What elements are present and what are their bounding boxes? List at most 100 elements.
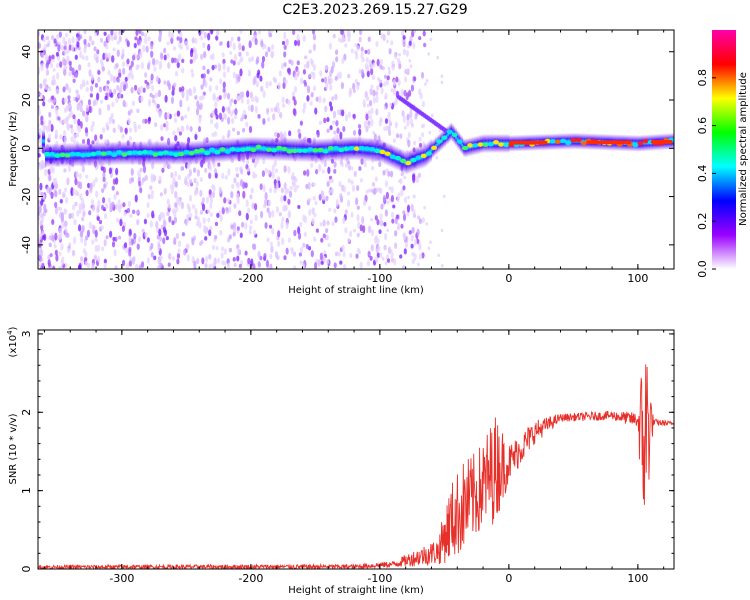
noise-speckle: [85, 189, 89, 197]
noise-speckle: [255, 80, 260, 88]
noise-speckle: [38, 261, 43, 268]
noise-speckle: [86, 229, 91, 238]
noise-speckle: [221, 52, 225, 58]
noise-speckle: [379, 119, 383, 123]
noise-speckle: [97, 76, 101, 83]
noise-speckle: [415, 175, 420, 184]
colorbar: 0.0 0.2 0.4 0.6 0.8 Normalized spectral ampl…: [696, 30, 749, 278]
noise-speckle: [402, 264, 406, 269]
noise-speckle: [176, 127, 180, 134]
noise-speckle: [143, 32, 148, 38]
noise-speckle: [180, 125, 184, 131]
noise-speckle: [118, 35, 122, 43]
noise-speckle: [247, 257, 251, 265]
colorbar-gradient: [712, 30, 736, 269]
noise-speckle: [331, 61, 335, 67]
noise-speckle: [194, 208, 198, 216]
ridge-blob: [296, 148, 303, 153]
noise-speckle: [386, 258, 391, 263]
noise-speckle: [244, 182, 248, 189]
ridge-blob: [121, 152, 128, 157]
noise-speckle: [99, 99, 104, 104]
noise-speckle: [322, 233, 326, 239]
x-tick-label: -300: [109, 572, 134, 585]
noise-speckle: [246, 159, 250, 165]
noise-speckle: [388, 48, 392, 55]
noise-speckle: [191, 72, 195, 78]
noise-speckle: [48, 111, 52, 118]
noise-speckle: [111, 101, 115, 108]
noise-speckle: [136, 53, 140, 60]
noise-speckle: [52, 177, 56, 186]
spectrogram-ridge-layer: [41, 95, 674, 175]
noise-speckle: [156, 103, 160, 109]
noise-speckle: [196, 100, 200, 109]
noise-speckle: [419, 92, 423, 100]
noise-speckle: [122, 202, 126, 208]
noise-speckle: [122, 99, 126, 108]
noise-speckle: [312, 43, 317, 51]
noise-speckle: [413, 76, 417, 82]
ridge-blob: [307, 147, 314, 152]
noise-speckle: [176, 258, 180, 265]
noise-speckle: [383, 106, 387, 110]
noise-speckle: [227, 116, 231, 125]
noise-speckle: [68, 44, 72, 51]
ridge-band: [224, 138, 227, 163]
noise-speckle: [136, 108, 140, 114]
noise-speckle: [66, 232, 70, 238]
noise-speckle: [367, 250, 371, 258]
noise-speckle: [352, 113, 356, 119]
noise-speckle: [238, 42, 242, 51]
noise-speckle: [371, 182, 376, 187]
noise-speckle: [159, 255, 163, 261]
noise-speckle: [333, 161, 337, 168]
noise-speckle: [364, 62, 368, 70]
noise-speckle: [162, 218, 167, 227]
noise-speckle: [414, 113, 418, 120]
ridge-blob: [147, 150, 154, 155]
noise-speckle: [370, 165, 375, 171]
noise-speckle: [365, 57, 369, 63]
noise-speckle: [325, 228, 329, 234]
noise-speckle: [94, 229, 98, 238]
noise-speckle: [72, 78, 76, 84]
noise-speckle: [367, 109, 372, 115]
noise-speckle: [442, 194, 446, 199]
noise-speckle: [79, 230, 84, 238]
noise-speckle: [110, 30, 114, 36]
noise-speckle: [65, 83, 69, 91]
noise-speckle: [166, 211, 170, 217]
noise-speckle: [136, 243, 140, 250]
noise-speckle: [352, 129, 357, 136]
noise-speckle: [198, 95, 203, 101]
noise-speckle: [96, 49, 100, 55]
noise-speckle: [102, 176, 106, 183]
noise-speckle: [281, 237, 285, 246]
noise-speckle: [286, 67, 291, 73]
noise-speckle: [206, 68, 210, 75]
noise-speckle: [230, 191, 234, 199]
noise-speckle: [127, 200, 132, 207]
ridge-blob: [333, 145, 340, 151]
noise-speckle: [208, 85, 212, 92]
noise-speckle: [356, 214, 360, 222]
noise-speckle: [275, 168, 279, 173]
snr-series-line: [38, 364, 674, 569]
ridge-blob: [503, 142, 510, 148]
noise-speckle: [338, 71, 342, 80]
noise-speckle: [254, 214, 258, 222]
noise-speckle: [181, 232, 186, 237]
noise-speckle: [204, 167, 208, 174]
noise-speckle: [168, 215, 172, 223]
noise-speckle: [306, 94, 310, 102]
ridge-band: [430, 138, 433, 163]
noise-speckle: [394, 230, 398, 237]
ridge-blob: [44, 151, 51, 157]
noise-speckle: [40, 200, 44, 206]
noise-speckle: [297, 204, 301, 209]
noise-speckle: [354, 79, 358, 84]
noise-speckle: [66, 48, 70, 55]
snr-scale-exponent: 4: [6, 330, 14, 335]
noise-speckle: [275, 182, 279, 190]
